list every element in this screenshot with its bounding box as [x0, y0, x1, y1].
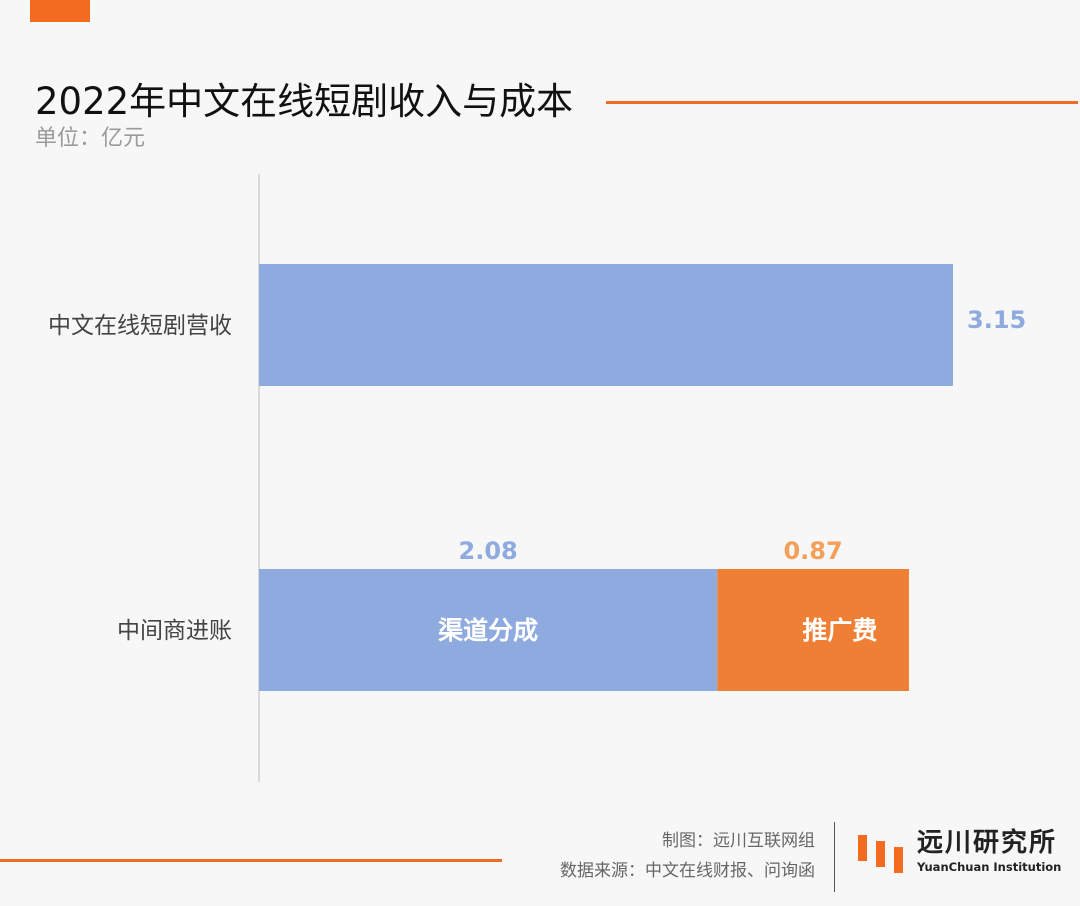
bottom-rule [0, 859, 502, 862]
segment-label: 渠道分成 [438, 616, 538, 645]
logo-name-cn: 远川研究所 [917, 828, 1058, 858]
credit-maker: 制图：远川互联网组 [662, 831, 815, 851]
unit-label: 单位：亿元 [35, 126, 146, 151]
logo-name-en: YuanChuan Institution [917, 860, 1062, 874]
value-label: 0.87 [783, 537, 842, 565]
category-label: 中间商进账 [117, 618, 232, 644]
footer-divider [834, 822, 835, 892]
value-label: 3.15 [967, 306, 1026, 334]
logo-mark-icon [858, 835, 903, 873]
bar-chart: 中文在线短剧营收 3.15 中间商进账 2.08 渠道分成 0.87 推广费 [48, 174, 1026, 782]
top-accent-bar [30, 0, 90, 22]
chart-marks: 中文在线短剧营收 3.15 中间商进账 2.08 渠道分成 0.87 推广费 [48, 264, 1026, 691]
bar [259, 264, 953, 386]
value-label: 2.08 [459, 537, 518, 565]
brand-logo: 远川研究所 YuanChuan Institution [857, 826, 1077, 882]
credit-source: 数据来源：中文在线财报、问询函 [560, 861, 815, 881]
bar [259, 569, 718, 691]
chart-title: 2022年中文在线短剧收入与成本 [35, 80, 574, 123]
segment-label: 推广费 [802, 616, 877, 645]
title-rule [606, 101, 1078, 104]
category-label: 中文在线短剧营收 [48, 313, 232, 339]
bar [717, 569, 909, 691]
